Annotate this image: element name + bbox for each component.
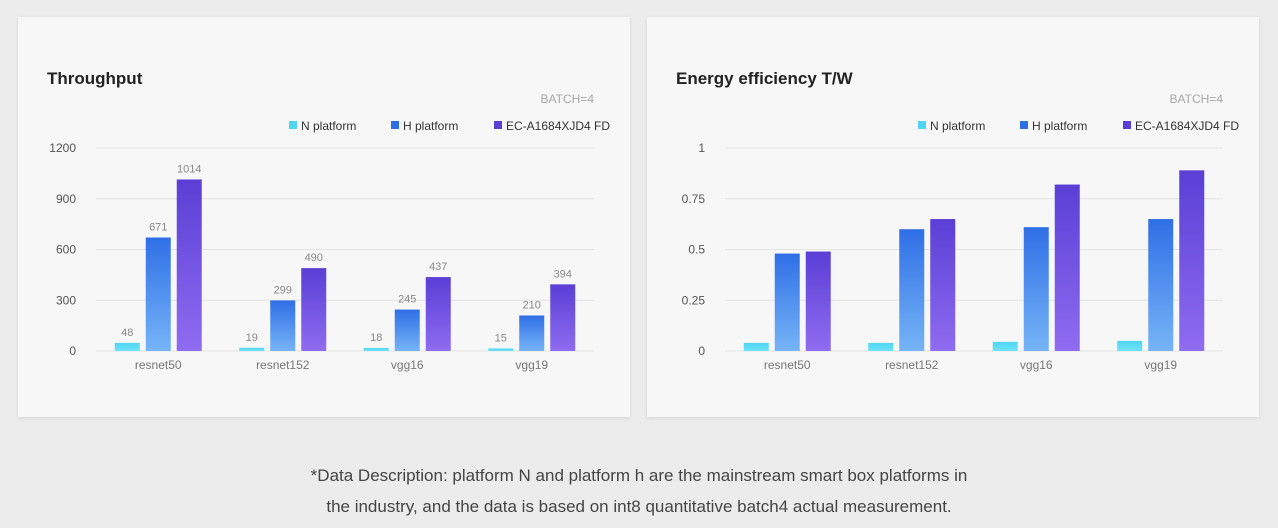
bar (1148, 219, 1174, 351)
legend-swatch (918, 121, 926, 129)
x-category-label: resnet152 (256, 358, 310, 372)
bar (805, 251, 831, 351)
bar (488, 348, 514, 351)
x-category-label: resnet50 (135, 358, 182, 372)
bar (774, 253, 800, 351)
legend-swatch (1123, 121, 1131, 129)
energy-efficiency-chart: Energy efficiency T/W BATCH=4 N platform H … (676, 69, 1239, 372)
bar (1023, 227, 1049, 351)
bar (899, 229, 925, 351)
data-label: 245 (398, 294, 416, 306)
bar (301, 268, 327, 351)
chart-title: Energy efficiency T/W (676, 69, 854, 88)
y-tick-label: 0 (69, 344, 76, 358)
bar (114, 342, 140, 351)
batch-annotation: BATCH=4 (541, 92, 595, 106)
bar (363, 347, 389, 351)
data-label: 1014 (177, 163, 201, 175)
bar (239, 347, 265, 351)
bar (550, 284, 576, 351)
bar (743, 342, 769, 351)
y-tick-label: 0.5 (688, 243, 705, 257)
y-tick-label: 0 (698, 344, 705, 358)
batch-annotation: BATCH=4 (1170, 92, 1224, 106)
data-label: 19 (246, 332, 258, 344)
legend-label: N platform (301, 119, 356, 133)
throughput-chart-card: Throughput BATCH=4 N platform H platform EC-… (18, 17, 630, 417)
legend-label: EC-A1684XJD4 FD (1135, 119, 1239, 133)
x-category-label: resnet50 (764, 358, 811, 372)
y-tick-label: 900 (56, 192, 76, 206)
y-tick-label: 600 (56, 243, 76, 257)
data-label: 48 (121, 327, 133, 339)
energy-efficiency-chart-card: Energy efficiency T/W BATCH=4 N platform H … (647, 17, 1259, 417)
x-category-label: vgg16 (1020, 358, 1053, 372)
bar (270, 300, 296, 351)
data-description: *Data Description: platform N and platfo… (0, 460, 1278, 522)
data-label: 437 (429, 261, 447, 273)
chart-title: Throughput (47, 69, 143, 88)
bar (425, 277, 451, 351)
y-tick-label: 300 (56, 293, 76, 307)
data-label: 15 (495, 332, 507, 344)
legend-label: H platform (403, 119, 458, 133)
bar (868, 342, 894, 351)
bar (1179, 170, 1205, 351)
throughput-chart: Throughput BATCH=4 N platform H platform EC-… (47, 69, 610, 372)
data-label: 299 (274, 284, 292, 296)
data-label: 394 (554, 268, 572, 280)
y-tick-label: 1 (698, 141, 705, 155)
legend-swatch (1020, 121, 1028, 129)
legend-label: H platform (1032, 119, 1087, 133)
y-tick-label: 0.75 (682, 192, 706, 206)
data-label: 18 (370, 332, 382, 344)
bar (1054, 184, 1080, 351)
x-category-label: resnet152 (885, 358, 939, 372)
bar (394, 309, 420, 351)
legend-swatch (391, 121, 399, 129)
legend-label: N platform (930, 119, 985, 133)
bar (1117, 340, 1143, 351)
legend-label: EC-A1684XJD4 FD (506, 119, 610, 133)
data-description-line-2: the industry, and the data is based on i… (326, 497, 952, 516)
legend-swatch (289, 121, 297, 129)
bar (519, 315, 545, 351)
legend-swatch (494, 121, 502, 129)
y-tick-label: 0.25 (682, 293, 706, 307)
data-label: 490 (305, 252, 323, 264)
data-description-line-1: *Data Description: platform N and platfo… (310, 466, 968, 485)
x-category-label: vgg19 (515, 358, 548, 372)
bar (992, 341, 1018, 351)
data-label: 210 (523, 299, 541, 311)
x-category-label: vgg19 (1144, 358, 1177, 372)
bar (176, 179, 202, 351)
data-label: 671 (149, 221, 167, 233)
bar (930, 219, 956, 351)
x-category-label: vgg16 (391, 358, 424, 372)
bar (145, 237, 171, 351)
y-tick-label: 1200 (49, 141, 76, 155)
